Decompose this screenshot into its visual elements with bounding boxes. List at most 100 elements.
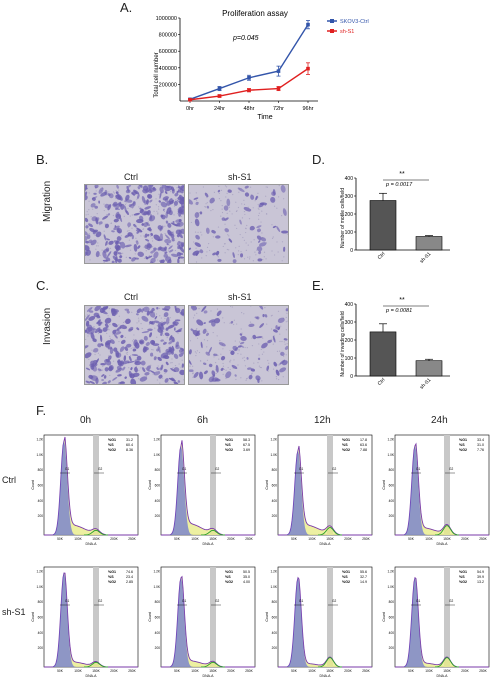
membrane-pore	[271, 237, 274, 239]
membrane-pore	[243, 258, 246, 260]
flow-g2-gate	[444, 435, 450, 535]
flow-y-tick-label: 1.2K	[36, 438, 43, 442]
membrane-pore	[206, 340, 209, 342]
stained-cell	[148, 185, 154, 189]
stained-cell	[147, 227, 151, 231]
membrane-pore	[263, 256, 265, 258]
flow-x-tick-label: 50K	[57, 669, 64, 673]
stained-cell	[162, 208, 165, 211]
stained-cell	[164, 378, 169, 383]
stained-cell	[262, 314, 265, 318]
stained-cell	[145, 199, 149, 205]
flow-x-tick-label: 150K	[92, 537, 100, 541]
flow-y-axis-label: Count	[31, 480, 35, 489]
flow-g2-peak	[200, 661, 226, 668]
membrane-pore	[262, 337, 264, 339]
membrane-pore	[164, 372, 166, 375]
membrane-pore	[240, 251, 242, 253]
stained-cell	[157, 327, 164, 333]
membrane-pore	[174, 249, 176, 252]
stained-cell	[215, 235, 221, 239]
membrane-pore	[169, 317, 171, 319]
stained-cell	[180, 186, 184, 192]
membrane-pore	[120, 235, 122, 237]
invasion-y-tick-label: 300	[345, 320, 354, 326]
flow-x-tick-label: 250K	[128, 537, 136, 541]
proliferation-y-tick-label: 800000	[159, 33, 177, 39]
flow-x-tick-label: 150K	[209, 669, 217, 673]
membrane-pore	[171, 362, 173, 364]
membrane-pore	[196, 328, 198, 330]
stained-cell	[154, 315, 158, 320]
stained-cell	[163, 312, 169, 318]
stained-cell	[234, 374, 237, 377]
stained-cell	[107, 193, 111, 197]
stained-cell	[144, 206, 152, 210]
stained-cell	[173, 353, 179, 359]
membrane-pore	[241, 312, 243, 314]
flow-x-axis-label: DNA-A	[320, 542, 332, 546]
membrane-pore	[244, 346, 246, 349]
membrane-pore	[198, 351, 201, 354]
membrane-pore	[238, 348, 240, 350]
stained-cell	[115, 213, 122, 220]
stained-cell	[127, 232, 133, 237]
flow-x-axis-label: DNA-A	[203, 674, 215, 678]
membrane-pore	[151, 240, 154, 242]
stained-cell	[88, 374, 94, 380]
flow-y-tick-label: 800	[38, 600, 44, 604]
membrane-pore	[169, 244, 171, 246]
membrane-pore	[249, 321, 252, 323]
membrane-pore	[223, 368, 225, 371]
membrane-pore	[147, 185, 149, 187]
membrane-pore	[118, 340, 120, 343]
stained-cell	[104, 367, 109, 372]
membrane-pore	[220, 200, 222, 202]
membrane-pore	[192, 372, 194, 375]
stained-cell	[104, 323, 109, 328]
stained-cell	[277, 317, 285, 323]
membrane-pore	[237, 250, 240, 252]
membrane-pore	[124, 336, 126, 339]
membrane-pore	[229, 210, 231, 212]
stained-cell	[173, 327, 176, 331]
stained-cell	[144, 233, 148, 238]
stained-cell	[85, 367, 91, 371]
stained-cell	[199, 249, 204, 254]
membrane-pore	[201, 234, 203, 236]
membrane-pore	[190, 221, 192, 224]
stained-cell	[105, 247, 110, 252]
flow-gate-label-g2: G2	[215, 599, 219, 603]
stained-cell	[211, 321, 216, 327]
stained-cell	[85, 231, 88, 236]
legend-marker-sh	[330, 29, 334, 33]
membrane-pore	[267, 370, 269, 372]
membrane-pore	[182, 259, 184, 261]
flow-x-tick-label: 150K	[443, 537, 451, 541]
flow-x-tick-label: 50K	[174, 669, 181, 673]
membrane-pore	[237, 254, 239, 256]
membrane-pore	[206, 331, 208, 333]
stained-cell	[85, 195, 88, 201]
stained-cell	[141, 331, 150, 334]
stained-cell	[98, 323, 102, 327]
flow-time-label: 12h	[314, 415, 331, 426]
stained-cell	[108, 240, 114, 245]
stained-cell	[128, 328, 134, 331]
stained-cell	[106, 251, 112, 258]
membrane-pore	[180, 255, 182, 257]
membrane-pore	[195, 329, 197, 331]
membrane-pore	[224, 252, 226, 254]
stained-cell	[223, 205, 229, 211]
membrane-pore	[106, 213, 108, 216]
flow-x-axis-label: DNA-A	[203, 542, 215, 546]
flow-y-tick-label: 1.0K	[270, 585, 277, 589]
micrograph-background	[189, 306, 288, 384]
stained-cell	[216, 310, 222, 317]
stained-cell	[115, 367, 123, 373]
membrane-pore	[132, 340, 134, 342]
stained-cell	[132, 201, 136, 206]
proliferation-point	[217, 86, 222, 91]
stained-cell	[97, 343, 102, 348]
stained-cell	[175, 341, 179, 348]
